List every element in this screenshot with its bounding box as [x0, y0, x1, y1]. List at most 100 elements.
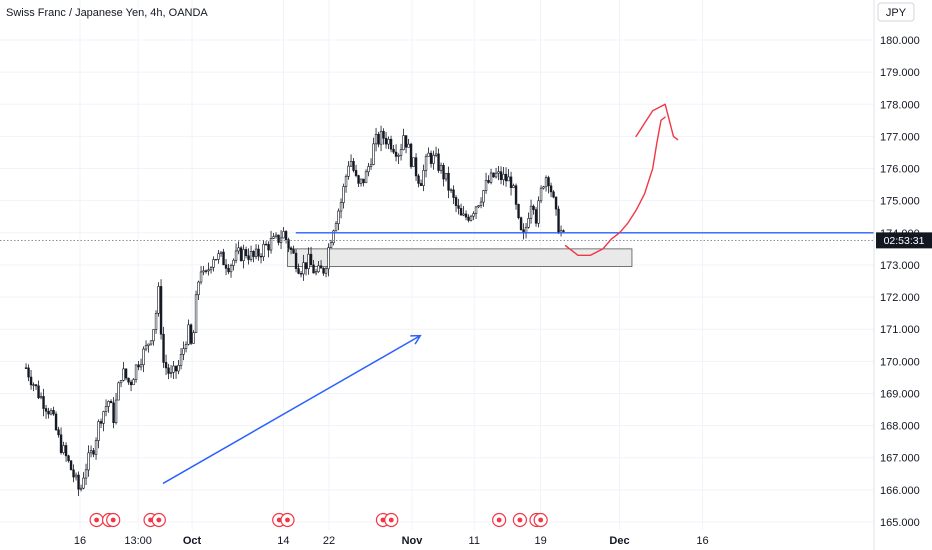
candle-body: [67, 455, 70, 462]
candle-body: [189, 324, 193, 344]
x-tick-label: Dec: [609, 535, 629, 547]
candle-body: [342, 186, 345, 203]
candle-body: [89, 450, 93, 454]
candle-body: [337, 210, 340, 224]
candle-body: [47, 410, 50, 415]
price-label-bg: [876, 232, 932, 249]
candle-body: [182, 348, 185, 355]
candle-body: [94, 440, 98, 455]
candle-body: [27, 367, 30, 378]
candle-body: [427, 152, 430, 157]
candle-body: [309, 253, 313, 266]
projection-path: [564, 116, 666, 256]
candle-body: [442, 165, 445, 180]
candle-body: [99, 421, 103, 424]
y-tick-label: 168.000: [880, 421, 920, 433]
candle-body: [512, 185, 515, 188]
candle-body: [179, 354, 183, 366]
candle-body: [429, 152, 433, 164]
event-marker-dot: [538, 517, 544, 523]
candle-body: [532, 205, 535, 210]
y-tick-label: 180.000: [880, 35, 920, 47]
candle-body: [327, 247, 330, 270]
candle-body: [174, 365, 178, 372]
candle-body: [487, 180, 490, 183]
candle-body: [87, 452, 90, 471]
candle-body: [184, 343, 188, 349]
candle-body: [282, 231, 285, 239]
candle-body: [519, 217, 523, 231]
candle-body: [319, 265, 323, 269]
candle-body: [447, 172, 450, 191]
candle-body: [524, 226, 528, 234]
candle-body: [419, 183, 423, 186]
y-tick-label: 175.000: [880, 196, 920, 208]
candle-body: [377, 133, 380, 145]
candle-body: [312, 264, 315, 274]
candle-body: [52, 410, 55, 415]
x-tick-label: 13:00: [124, 535, 152, 547]
candle-body: [264, 243, 268, 246]
candle-body: [277, 234, 280, 243]
event-marker-dot: [496, 517, 502, 523]
candle-body: [539, 187, 543, 202]
current-price-label: 02:53:31: [876, 232, 932, 249]
candle-body: [157, 286, 160, 314]
candle-body: [399, 149, 403, 156]
candle-body: [79, 487, 83, 490]
candle-body: [289, 247, 293, 250]
candle-body: [414, 157, 418, 177]
candle-body: [397, 155, 400, 157]
candle-body: [412, 157, 415, 167]
x-tick-labels: 16 13:00 Oct 14 22 Nov 11 19 Dec 16: [74, 535, 709, 547]
candle-body: [217, 253, 220, 260]
event-marker-dot: [388, 517, 394, 523]
price-axis[interactable]: JPY: [873, 0, 915, 550]
event-marker-dot: [380, 517, 386, 523]
candle-body: [349, 161, 353, 167]
y-tick-label: 176.000: [880, 164, 920, 176]
candle-body: [242, 249, 245, 261]
candle-body: [234, 250, 238, 261]
candle-body: [494, 172, 498, 178]
x-tick-label: 14: [277, 535, 289, 547]
candle-body: [382, 131, 385, 139]
x-tick-label: 11: [469, 535, 480, 547]
candle-body: [384, 137, 388, 145]
event-marker-dot: [276, 517, 282, 523]
candle-body: [379, 131, 383, 145]
candle-body: [497, 171, 500, 174]
currency-box[interactable]: [877, 2, 915, 22]
candle-body: [562, 230, 565, 232]
zone-rect: [287, 248, 633, 267]
candle-body: [287, 239, 290, 249]
candle-body: [49, 410, 53, 415]
x-tick-label: Oct: [183, 535, 202, 547]
y-tick-label: 165.000: [880, 517, 920, 529]
candle-body: [142, 348, 145, 365]
x-tick-label: 22: [323, 535, 335, 547]
candle-body: [272, 236, 275, 239]
candle-body: [62, 445, 65, 453]
event-marker-dot: [110, 517, 116, 523]
candle-body: [324, 268, 328, 274]
candle-body: [402, 135, 405, 150]
candle-body: [479, 201, 483, 206]
candle-body: [364, 171, 368, 184]
event-markers[interactable]: [89, 512, 548, 528]
candle-body: [122, 368, 125, 381]
candle-body: [394, 151, 398, 157]
y-tick-label: 177.000: [880, 131, 920, 143]
candle-body: [517, 204, 520, 219]
candle-body: [97, 421, 100, 441]
candle-body: [554, 196, 558, 210]
y-tick-label: 166.000: [880, 485, 920, 497]
y-tick-label: 170.000: [880, 356, 920, 368]
candle-body: [469, 215, 473, 221]
candle-body: [352, 161, 355, 171]
candle-body: [42, 396, 45, 409]
candle-body: [314, 271, 318, 274]
candle-body: [139, 364, 143, 368]
candle-body: [104, 406, 108, 412]
